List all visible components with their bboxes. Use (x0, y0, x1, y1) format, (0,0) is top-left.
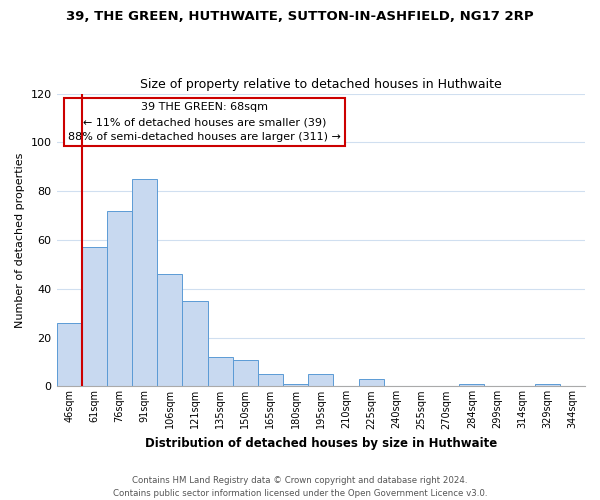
Bar (258, 374, 283, 386)
Bar (233, 360, 258, 386)
X-axis label: Distribution of detached houses by size in Huthwaite: Distribution of detached houses by size … (145, 437, 497, 450)
Y-axis label: Number of detached properties: Number of detached properties (15, 152, 25, 328)
Bar (459, 384, 484, 386)
Bar (56, 323, 82, 386)
Text: 39, THE GREEN, HUTHWAITE, SUTTON-IN-ASHFIELD, NG17 2RP: 39, THE GREEN, HUTHWAITE, SUTTON-IN-ASHF… (66, 10, 534, 23)
Text: 39 THE GREEN: 68sqm
← 11% of detached houses are smaller (39)
88% of semi-detach: 39 THE GREEN: 68sqm ← 11% of detached ho… (68, 102, 341, 142)
Title: Size of property relative to detached houses in Huthwaite: Size of property relative to detached ho… (140, 78, 502, 91)
Bar (359, 379, 383, 386)
Bar (535, 384, 560, 386)
Bar (82, 248, 107, 386)
Bar (208, 357, 233, 386)
Bar (308, 374, 334, 386)
Bar (182, 301, 208, 386)
Bar (107, 210, 132, 386)
Bar (157, 274, 182, 386)
Bar (283, 384, 308, 386)
Bar (132, 179, 157, 386)
Text: Contains HM Land Registry data © Crown copyright and database right 2024.
Contai: Contains HM Land Registry data © Crown c… (113, 476, 487, 498)
